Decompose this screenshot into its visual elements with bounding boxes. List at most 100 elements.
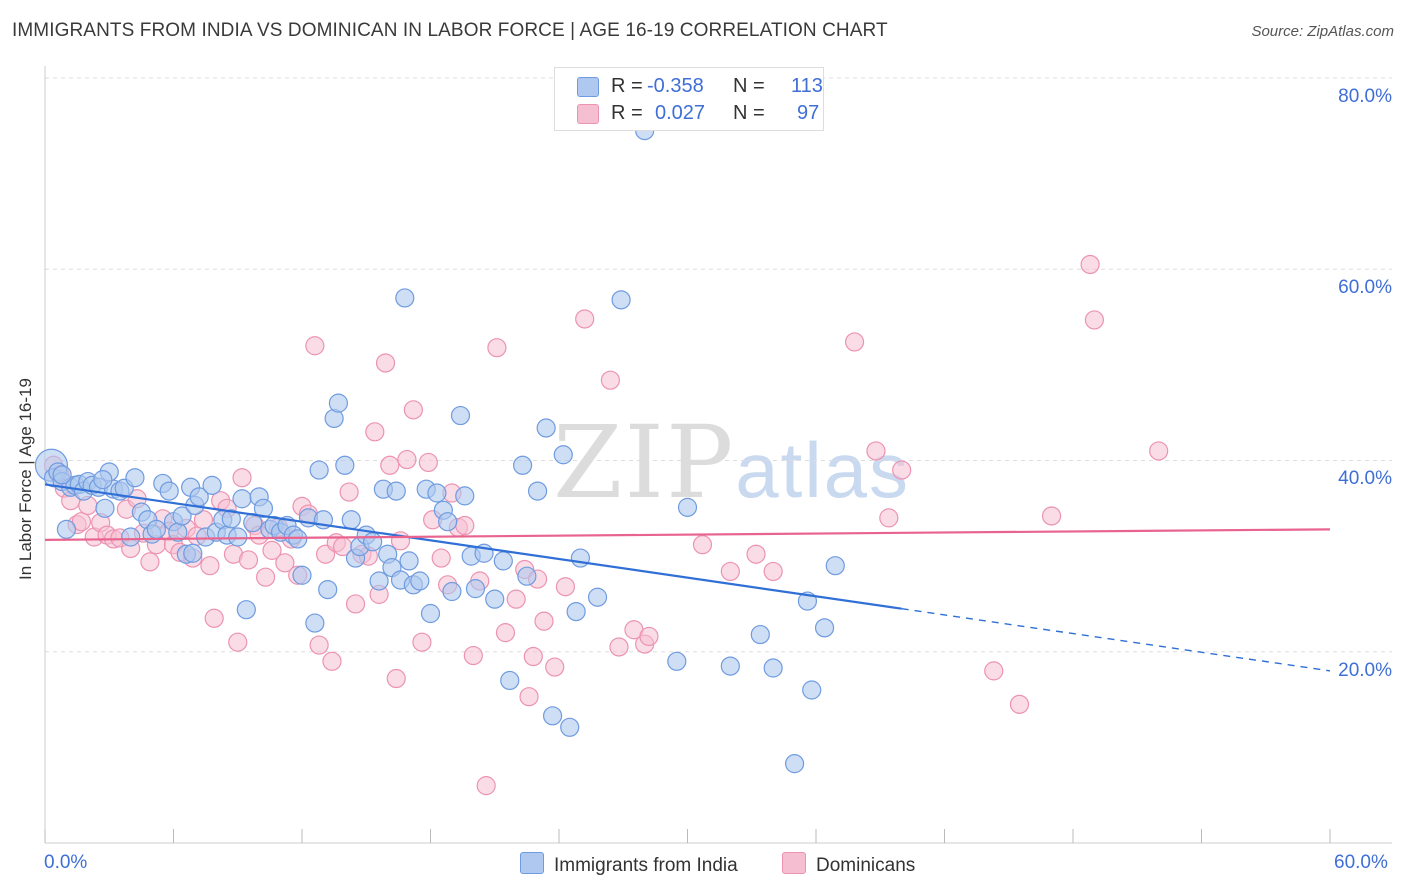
chart-title: IMMIGRANTS FROM INDIA VS DOMINICAN IN LA… bbox=[12, 20, 888, 41]
point-dominicans bbox=[228, 632, 248, 652]
point-dominicans bbox=[609, 637, 629, 657]
point-india bbox=[427, 483, 447, 503]
point-india bbox=[450, 405, 471, 426]
point-india bbox=[814, 618, 835, 638]
series-india bbox=[34, 120, 845, 774]
point-india bbox=[542, 706, 563, 726]
bottom-legend-dominicans-label: Dominicans bbox=[816, 855, 916, 876]
point-dominicans bbox=[386, 668, 406, 689]
point-dominicans bbox=[262, 540, 282, 560]
point-dominicans bbox=[71, 512, 92, 532]
point-dominicans bbox=[418, 452, 438, 473]
point-dominicans bbox=[238, 550, 259, 570]
point-india bbox=[146, 519, 166, 539]
bottom-legend-india: Immigrants from India bbox=[520, 852, 738, 877]
bottom-legend-dominicans: Dominicans bbox=[782, 852, 915, 877]
point-india bbox=[56, 519, 77, 539]
point-dominicans bbox=[495, 623, 516, 643]
point-dominicans bbox=[345, 594, 366, 614]
trend-line-india bbox=[44, 483, 902, 610]
point-dominicans bbox=[523, 646, 543, 667]
point-dominicans bbox=[339, 482, 359, 502]
point-dominicans bbox=[487, 338, 507, 358]
point-india bbox=[455, 486, 475, 506]
y-tick-20: 20.0% bbox=[1338, 660, 1392, 681]
point-india bbox=[253, 498, 274, 518]
point-india bbox=[399, 551, 419, 571]
point-dominicans bbox=[397, 449, 417, 470]
point-india bbox=[465, 579, 486, 599]
bottom-swatch-india bbox=[520, 852, 544, 874]
point-india bbox=[825, 556, 845, 576]
point-india bbox=[587, 587, 608, 607]
point-dominicans bbox=[140, 552, 160, 572]
zipatlas-watermark: ZIPatlas bbox=[553, 404, 910, 521]
trend-line-india-extension bbox=[901, 608, 1331, 672]
point-dominicans bbox=[763, 561, 783, 582]
point-india bbox=[52, 465, 72, 485]
point-dominicans bbox=[255, 567, 276, 587]
legend-n-label: N = bbox=[733, 75, 765, 97]
point-india bbox=[121, 527, 141, 547]
point-india bbox=[305, 613, 325, 633]
legend-n-value: 97 bbox=[797, 102, 820, 124]
point-dominicans bbox=[375, 353, 396, 373]
point-india bbox=[527, 481, 548, 501]
trend-line-dominicans bbox=[44, 528, 1331, 541]
point-dominicans bbox=[1041, 506, 1062, 526]
point-india bbox=[395, 288, 415, 308]
point-india bbox=[500, 670, 520, 691]
point-dominicans bbox=[555, 577, 576, 597]
point-dominicans bbox=[431, 548, 451, 568]
y-axis-label: In Labor Force | Age 16-19 bbox=[16, 378, 35, 580]
point-india bbox=[183, 543, 203, 563]
point-india bbox=[750, 624, 770, 645]
legend-r-value: -0.358 bbox=[647, 75, 704, 97]
point-dominicans bbox=[534, 611, 554, 631]
point-dominicans bbox=[1149, 441, 1169, 461]
point-dominicans bbox=[322, 651, 342, 671]
point-dominicans bbox=[380, 455, 400, 475]
point-dominicans bbox=[639, 626, 659, 647]
point-dominicans bbox=[600, 370, 621, 390]
point-dominicans bbox=[844, 332, 865, 352]
legend-r-label: R = bbox=[611, 102, 643, 124]
point-india bbox=[328, 393, 349, 413]
point-india bbox=[802, 680, 822, 700]
legend-n-value: 113 bbox=[791, 75, 823, 97]
point-india bbox=[228, 527, 248, 547]
point-dominicans bbox=[1080, 254, 1100, 275]
point-dominicans bbox=[275, 553, 295, 573]
point-dominicans bbox=[1084, 310, 1105, 330]
point-india bbox=[493, 551, 513, 571]
point-india bbox=[763, 658, 783, 678]
point-india bbox=[438, 512, 458, 532]
point-dominicans bbox=[545, 657, 565, 677]
y-tick-60: 60.0% bbox=[1338, 277, 1392, 298]
point-india bbox=[677, 497, 698, 517]
point-dominicans bbox=[365, 422, 385, 442]
legend-swatch-india bbox=[577, 77, 599, 97]
point-dominicans bbox=[866, 441, 886, 461]
watermark-zip: ZIP bbox=[553, 404, 736, 521]
point-india bbox=[369, 571, 389, 591]
point-dominicans bbox=[403, 400, 423, 420]
point-india bbox=[570, 548, 591, 568]
point-india bbox=[560, 717, 580, 737]
point-india bbox=[318, 579, 338, 600]
point-dominicans bbox=[309, 635, 329, 655]
point-dominicans bbox=[519, 687, 539, 707]
point-india bbox=[420, 603, 441, 624]
point-india bbox=[232, 489, 252, 509]
point-india bbox=[553, 445, 573, 465]
point-india bbox=[536, 418, 556, 438]
point-dominicans bbox=[455, 515, 475, 536]
bottom-swatch-dominicans bbox=[782, 852, 806, 874]
correlation-legend: R = -0.358 N = 113 R = 0.027 N = 97 bbox=[554, 67, 824, 131]
point-dominicans bbox=[412, 632, 432, 652]
point-india bbox=[410, 571, 430, 591]
watermark-atlas: atlas bbox=[735, 426, 911, 514]
point-india bbox=[386, 481, 406, 501]
point-india bbox=[667, 651, 687, 671]
legend-r-label: R = bbox=[611, 75, 643, 97]
